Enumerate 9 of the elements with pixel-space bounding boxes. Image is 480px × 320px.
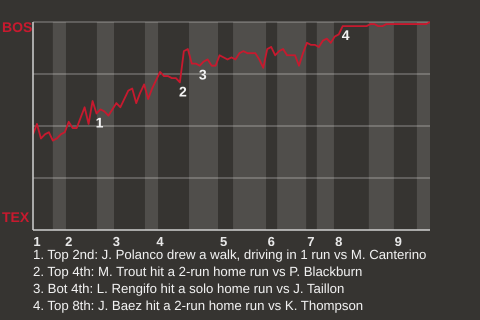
text: TEX [2,209,30,225]
annotation: 2 [178,83,187,100]
text: BOS [2,19,32,35]
text: 3. Bot 4th: L. Rengifo hit a solo home run vs J. Taillon [33,280,346,297]
text: 4. Top 8th: J. Baez hit a 2-run home run vs K. Thompson [33,297,364,314]
annotation: 1 [96,114,104,130]
annotation: 4 [342,27,350,44]
text: 2. Top 4th: M. Trout hit a 2-run home run vs P. Blackburn [33,263,364,280]
annotation: 3 [198,66,207,83]
